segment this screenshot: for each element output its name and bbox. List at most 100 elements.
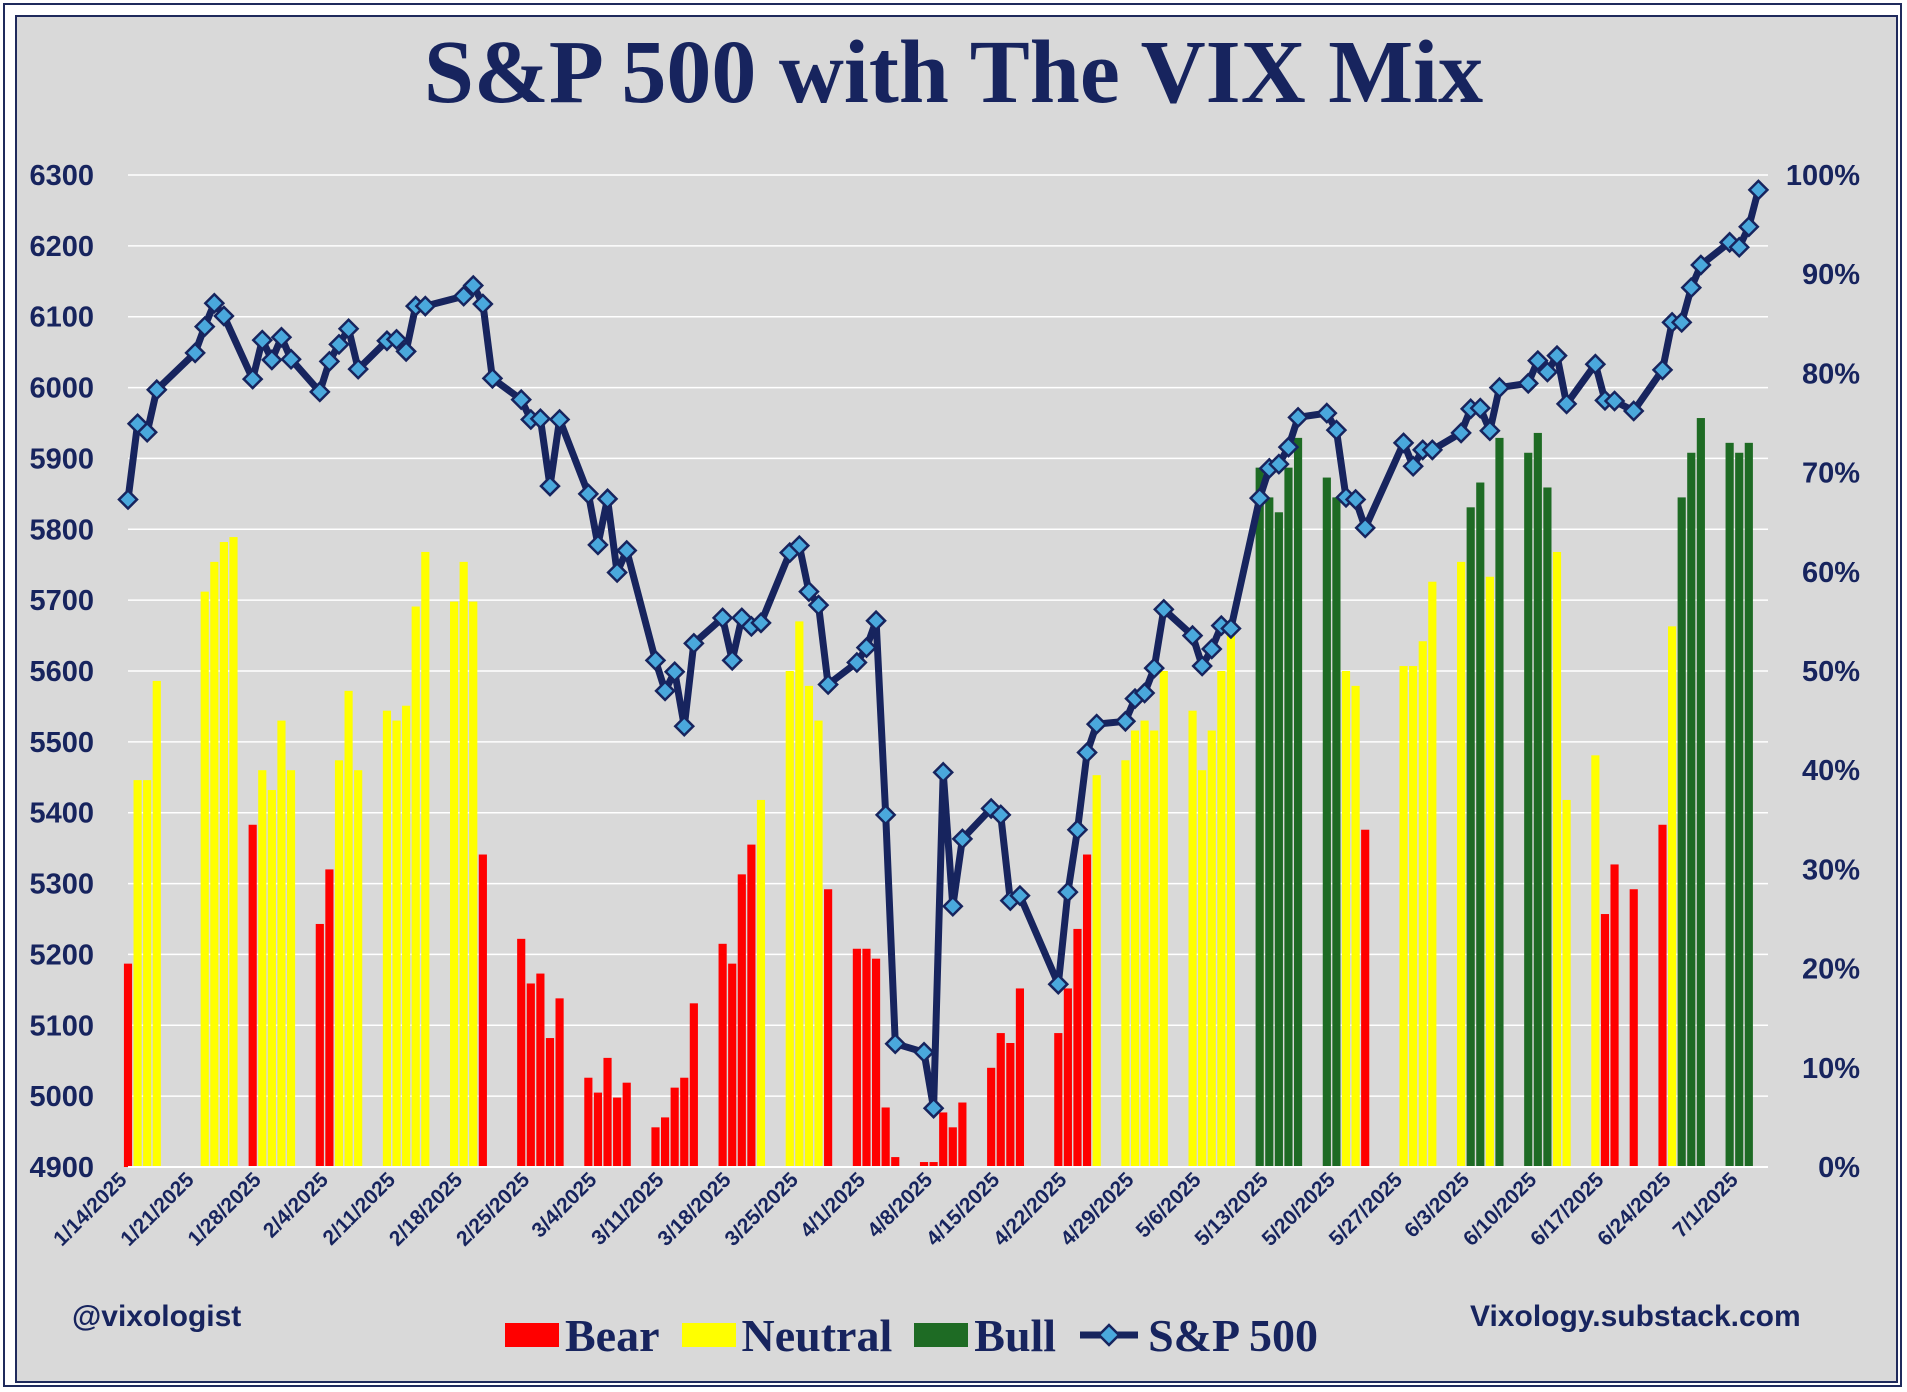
bar-neutral xyxy=(450,601,459,1167)
bar-neutral xyxy=(1668,626,1677,1167)
bar-bear xyxy=(958,1102,967,1167)
legend-item-bull: Bull xyxy=(914,1309,1056,1362)
sp500-marker xyxy=(510,388,532,411)
y-right-tick-label: 70% xyxy=(1802,458,1860,490)
sp500-marker xyxy=(1344,488,1367,511)
bar-neutral xyxy=(1418,641,1427,1167)
bar-bull xyxy=(1265,497,1274,1167)
x-tick-label: 4/29/2025 xyxy=(1056,1168,1139,1251)
sp500-marker xyxy=(989,804,1012,826)
bar-bear xyxy=(1015,988,1025,1167)
bar-bear xyxy=(603,1057,612,1167)
sp500-marker xyxy=(1076,741,1098,764)
bar-neutral xyxy=(1399,666,1408,1167)
sp500-marker xyxy=(1268,453,1290,475)
legend: Bear Neutral Bull S&P 500 xyxy=(505,1309,1340,1362)
sp500-marker xyxy=(1133,682,1156,704)
sp500-marker xyxy=(1450,422,1472,444)
sp500-marker xyxy=(1181,624,1204,647)
bar-bull xyxy=(1332,497,1341,1167)
bar-bull xyxy=(1274,512,1283,1167)
y-right-tick-label: 80% xyxy=(1802,358,1860,390)
bar-neutral xyxy=(277,720,286,1167)
bar-bear xyxy=(728,963,737,1167)
y-right-tick-label: 20% xyxy=(1802,954,1860,986)
bar-neutral xyxy=(229,537,238,1167)
legend-label-bear: Bear xyxy=(565,1309,660,1361)
sp500-marker xyxy=(1546,344,1568,367)
bar-bear xyxy=(737,874,746,1167)
sp500-marker xyxy=(309,381,331,403)
sp500-marker xyxy=(855,636,878,659)
sp500-marker xyxy=(615,539,638,562)
bar-neutral xyxy=(1428,581,1437,1167)
legend-label-bull: Bull xyxy=(974,1309,1057,1361)
y-left-tick-label: 5500 xyxy=(29,727,94,759)
bar-bull xyxy=(1284,467,1293,1167)
y-right-tick-label: 50% xyxy=(1802,656,1860,688)
sp500-marker xyxy=(606,561,628,584)
sp500-marker xyxy=(280,348,302,370)
bar-neutral xyxy=(459,561,468,1167)
y-left-tick-label: 6300 xyxy=(29,160,94,192)
sp500-marker xyxy=(1392,432,1415,454)
bar-neutral xyxy=(344,690,353,1167)
x-tick-label: 4/1/2025 xyxy=(796,1168,870,1242)
sp500-marker xyxy=(1690,254,1712,276)
bar-bear xyxy=(891,1157,900,1167)
y-right-tick-label: 100% xyxy=(1786,160,1860,192)
bar-bear xyxy=(325,869,334,1167)
sp500-marker xyxy=(481,367,504,390)
sp500-marker xyxy=(1738,215,1760,238)
sp500-marker xyxy=(1114,710,1137,733)
sp500-marker xyxy=(1047,973,1070,995)
sp500-marker xyxy=(1066,818,1089,841)
bar-bear xyxy=(248,824,257,1167)
y-left-tick-label: 5600 xyxy=(29,656,94,688)
sp500-marker xyxy=(251,329,274,351)
bar-bull xyxy=(1543,487,1552,1168)
bar-bear xyxy=(862,948,871,1167)
bar-neutral xyxy=(421,551,430,1167)
bar-neutral xyxy=(804,685,814,1167)
bar-neutral xyxy=(1140,720,1149,1167)
sp500-marker xyxy=(1248,487,1271,509)
sp500-marker xyxy=(654,680,676,702)
bar-bear xyxy=(1361,829,1370,1167)
bar-neutral xyxy=(1591,755,1600,1167)
bar-neutral xyxy=(1341,671,1351,1167)
sp500-marker xyxy=(807,594,830,616)
sp500-marker xyxy=(884,1032,907,1055)
bar-neutral xyxy=(1409,666,1418,1167)
bar-neutral xyxy=(756,799,766,1167)
sp500-marker xyxy=(1143,657,1165,679)
sp500-marker xyxy=(951,828,974,850)
sp500-marker xyxy=(711,607,734,629)
sp500-marker xyxy=(1680,276,1703,299)
bar-neutral xyxy=(1457,561,1466,1167)
y-right-tick-label: 30% xyxy=(1802,854,1860,886)
bar-bear xyxy=(939,1112,948,1167)
sp500-marker xyxy=(846,651,868,674)
sp500-marker xyxy=(472,293,494,315)
sp500-marker xyxy=(318,350,341,373)
bar-neutral xyxy=(286,770,296,1167)
bar-bear xyxy=(661,1117,670,1167)
legend-item-bear: Bear xyxy=(505,1309,660,1362)
sp500-marker xyxy=(117,488,139,511)
sp500-marker xyxy=(1085,713,1108,735)
bar-bull xyxy=(1677,497,1686,1167)
y-right-tick-label: 0% xyxy=(1818,1152,1860,1184)
bar-neutral xyxy=(200,591,209,1167)
bar-neutral xyxy=(1351,685,1360,1167)
bar-bear xyxy=(1082,854,1092,1167)
sp500-marker xyxy=(328,333,350,356)
sp500-marker xyxy=(922,1097,945,1119)
sp500-marker xyxy=(644,649,667,672)
bar-bear xyxy=(1063,988,1072,1167)
y-left-tick-label: 6000 xyxy=(29,373,94,405)
bar-bear xyxy=(1600,914,1610,1167)
sp500-marker xyxy=(798,580,820,603)
sp500-marker xyxy=(750,612,772,634)
bar-bear xyxy=(526,983,535,1167)
